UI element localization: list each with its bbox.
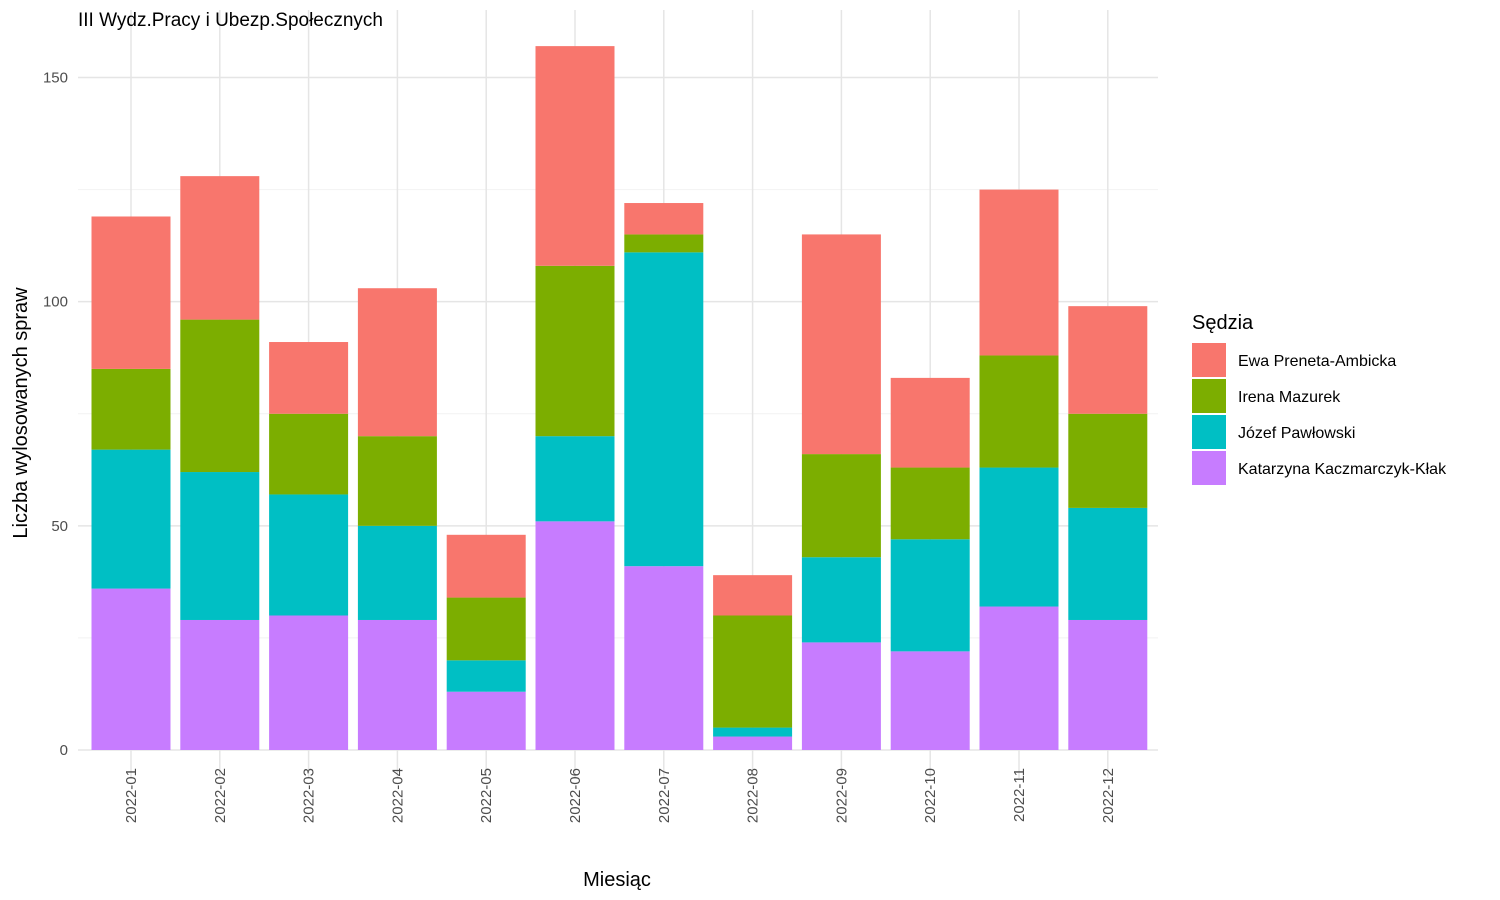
y-tick-label: 0 xyxy=(60,742,68,759)
bar-segment xyxy=(357,619,437,750)
x-tick-label: 2022-06 xyxy=(567,768,584,823)
bar-segment xyxy=(357,436,437,526)
bar-segment xyxy=(801,454,881,558)
bar-segment xyxy=(624,203,704,235)
bar-segment xyxy=(535,436,615,522)
legend-swatch xyxy=(1192,451,1226,485)
bar-segment xyxy=(91,588,171,750)
bar-segment xyxy=(624,566,704,750)
bar-segment xyxy=(979,467,1059,607)
x-tick-label: 2022-12 xyxy=(1100,768,1117,823)
bar-segment xyxy=(446,660,526,692)
legend-label: Katarzyna Kaczmarczyk-Kłak xyxy=(1238,461,1447,478)
y-axis-title: Liczba wylosowanych spraw xyxy=(10,287,32,539)
bar-segment xyxy=(269,413,349,495)
x-tick-label: 2022-04 xyxy=(389,768,406,823)
y-tick-label: 50 xyxy=(51,518,68,535)
bar-segment xyxy=(890,467,970,540)
bar-segment xyxy=(890,539,970,652)
legend-title: Sędzia xyxy=(1192,312,1254,334)
bar-segment xyxy=(535,46,615,266)
bar-segment xyxy=(180,176,260,320)
bars xyxy=(91,46,1148,750)
bar-segment xyxy=(624,234,704,253)
legend-swatch xyxy=(1192,379,1226,413)
bar-segment xyxy=(1068,619,1148,750)
bar-segment xyxy=(801,642,881,750)
bar-segment xyxy=(713,575,793,616)
bar-segment xyxy=(269,615,349,750)
bar-segment xyxy=(535,521,615,750)
bar-segment xyxy=(1068,306,1148,414)
x-tick-label: 2022-09 xyxy=(833,768,850,823)
bar-segment xyxy=(713,736,793,750)
bar-segment xyxy=(979,355,1059,468)
y-axis-ticks: 0 50 100 150 xyxy=(43,70,68,759)
legend-swatch xyxy=(1192,415,1226,449)
chart-title: III Wydz.Pracy i Ubezp.Społecznych xyxy=(78,10,383,31)
bar-segment xyxy=(91,449,171,589)
x-tick-label: 2022-01 xyxy=(123,768,140,823)
bar-segment xyxy=(357,288,437,437)
legend-label: Ewa Preneta-Ambicka xyxy=(1238,353,1396,370)
bar-segment xyxy=(801,234,881,455)
legend-swatch xyxy=(1192,343,1226,377)
bar-segment xyxy=(801,557,881,643)
bar-segment xyxy=(624,252,704,567)
bar-segment xyxy=(446,597,526,661)
legend-label: Józef Pawłowski xyxy=(1238,425,1355,442)
bar-segment xyxy=(890,377,970,468)
bar-segment xyxy=(269,342,349,414)
bar-segment xyxy=(1068,413,1148,508)
x-tick-label: 2022-11 xyxy=(1011,768,1028,822)
y-tick-label: 150 xyxy=(43,70,68,87)
bar-segment xyxy=(91,368,171,450)
x-tick-label: 2022-10 xyxy=(922,768,939,823)
bar-segment xyxy=(446,534,526,598)
y-tick-label: 100 xyxy=(43,294,68,311)
bar-segment xyxy=(1068,507,1148,620)
x-axis-ticks: 2022-01 2022-02 2022-03 2022-04 2022-05 2022-… xyxy=(123,768,1117,823)
x-tick-label: 2022-05 xyxy=(478,768,495,823)
bar-segment xyxy=(180,619,260,750)
bar-segment xyxy=(713,727,793,737)
bar-segment xyxy=(535,265,615,437)
bar-segment xyxy=(269,494,349,616)
bar-segment xyxy=(357,525,437,620)
bar-segment xyxy=(446,691,526,750)
bar-segment xyxy=(180,319,260,473)
x-tick-label: 2022-07 xyxy=(656,768,673,823)
x-axis-title: Miesiąc xyxy=(583,869,651,891)
bar-segment xyxy=(979,189,1059,356)
bar-segment xyxy=(890,651,970,750)
bar-segment xyxy=(91,216,171,369)
legend-label: Irena Mazurek xyxy=(1238,389,1341,406)
x-tick-label: 2022-08 xyxy=(745,768,762,823)
bar-segment xyxy=(979,606,1059,750)
bar-segment xyxy=(180,472,260,620)
x-tick-label: 2022-02 xyxy=(212,768,229,823)
bar-segment xyxy=(713,615,793,728)
x-tick-label: 2022-03 xyxy=(301,768,318,823)
legend: Sędzia Ewa Preneta-Ambicka Irena Mazurek J… xyxy=(1192,312,1447,485)
